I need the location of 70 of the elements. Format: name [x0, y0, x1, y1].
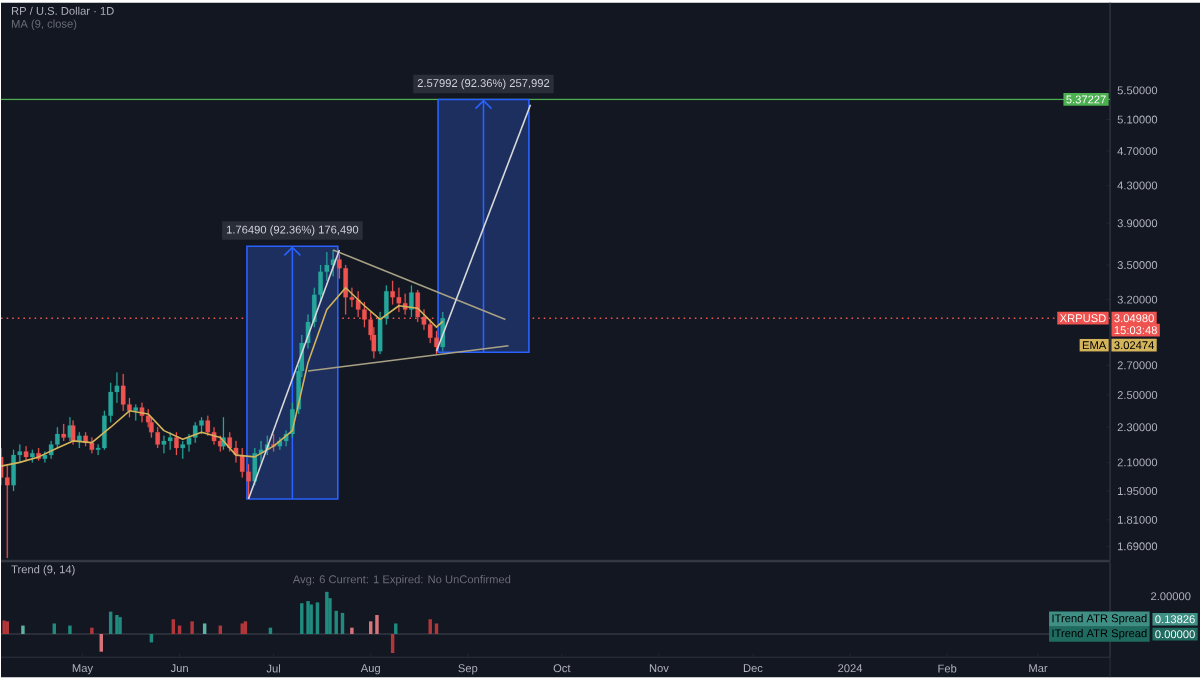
candlestick: [70, 420, 76, 445]
bar: [350, 627, 354, 634]
text: 3.04980: [1114, 314, 1154, 323]
annotation: ITrend ATR Spread: [1052, 613, 1147, 625]
candlestick: [377, 311, 383, 355]
candlestick: [409, 285, 414, 318]
candlestick: [61, 423, 66, 441]
bar: [375, 614, 379, 634]
candlestick: [384, 285, 389, 325]
annotation: 2.57992 (92.36%) 257,992: [417, 78, 550, 90]
y-tick-label: 1.81000: [1117, 515, 1158, 524]
y-tick-label: 3.50000: [1117, 261, 1158, 269]
y-tick-label: 4.30000: [1117, 181, 1158, 190]
x-tick-label: Oct: [553, 664, 571, 673]
line-series: [1, 286, 444, 467]
y-tick-label: 4.70000: [1117, 147, 1158, 156]
candlestick: [174, 432, 179, 456]
x-tick-label: Nov: [649, 664, 669, 673]
bar: [394, 623, 398, 634]
y-tick-label: 2.30000: [1117, 423, 1158, 432]
bar: [325, 591, 329, 634]
bar: [434, 623, 439, 634]
y-tick-label: 5.50000: [1117, 86, 1158, 95]
y-tick-label: 2.70000: [1117, 361, 1158, 370]
bar: [68, 625, 72, 634]
ref-line-label: XRPUSD: [1059, 314, 1106, 323]
y-tick-label: 5.10000: [1117, 115, 1158, 124]
y-tick-label: 2.50000: [1117, 391, 1158, 399]
candlestick: [30, 449, 35, 463]
bar: [21, 625, 25, 634]
text: MA (9, close): [11, 19, 77, 30]
x-tick-label: 2024: [838, 664, 863, 673]
candlestick: [77, 432, 82, 449]
x-tick-label: Jun: [170, 664, 188, 673]
text: 15:03:48: [1114, 326, 1157, 335]
bar: [202, 623, 207, 634]
y-tick-label: 2.10000: [1117, 458, 1158, 467]
chart-title: Trend (9, 14): [11, 565, 75, 576]
bar: [90, 627, 94, 634]
x-tick-label: Dec: [743, 664, 763, 673]
legend-label: EMA: [1082, 341, 1107, 350]
x-tick-label: May: [72, 664, 94, 675]
bar: [306, 601, 310, 634]
text: 3.02474: [1114, 341, 1154, 350]
candlestick: [89, 437, 95, 454]
x-tick-label: Mar: [1029, 664, 1048, 673]
y-tick-label: 3.90000: [1117, 219, 1158, 228]
x-tick-label: Jul: [266, 664, 280, 673]
bar: [240, 623, 244, 634]
x-tick-label: Aug: [360, 664, 380, 675]
candlestick: [23, 446, 29, 461]
bar: [190, 621, 194, 634]
y-tick-label: 1.95000: [1117, 487, 1158, 495]
text: 2.00000: [1151, 592, 1191, 601]
bar: [309, 604, 313, 634]
y-tick-label: 1.69000: [1117, 542, 1158, 551]
annotation: 1.76490 (92.36%) 176,490: [226, 225, 359, 236]
bar: [52, 623, 56, 634]
x-tick-label: Feb: [938, 664, 957, 673]
chart-subtitle: Avg: 6 Current: 1 Expired: No UnConfirmed: [292, 575, 511, 586]
chart-title: RP / U.S. Dollar · 1D: [11, 6, 114, 15]
y-tick-label: 3.20000: [1117, 295, 1158, 304]
x-tick-label: Sep: [458, 664, 478, 675]
bar: [118, 617, 122, 634]
candlestick: [133, 404, 139, 421]
annotation: 5.37227: [1066, 95, 1106, 104]
text: 0.00000: [1155, 630, 1195, 639]
text: 0.13826: [1155, 615, 1195, 624]
annotation: ITrend ATR Spread: [1052, 628, 1147, 640]
bar: [115, 614, 119, 634]
